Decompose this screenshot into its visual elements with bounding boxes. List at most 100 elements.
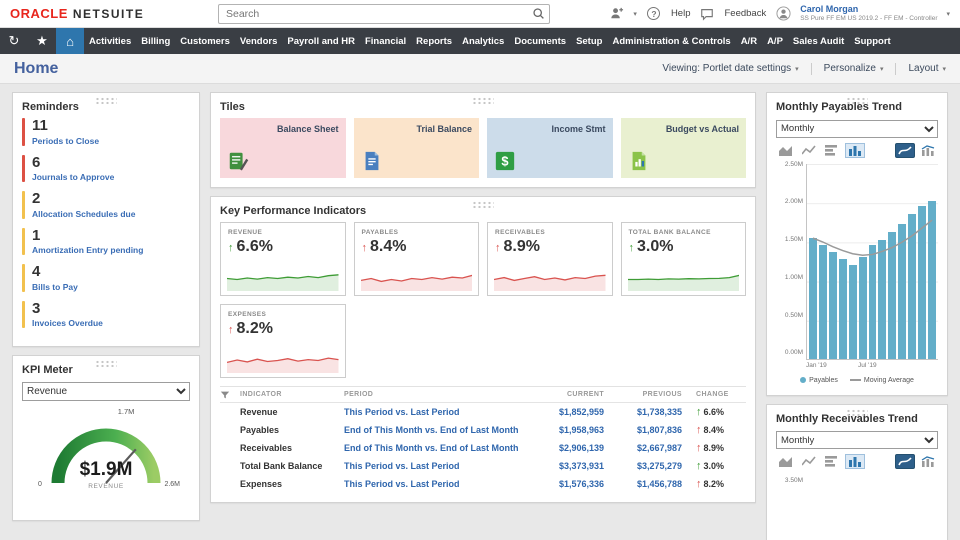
payables-bar[interactable] [928, 200, 936, 359]
drag-handle[interactable] [846, 97, 868, 104]
nav-item-billing[interactable]: Billing [141, 35, 171, 47]
payables-bar[interactable] [858, 257, 867, 359]
user-menu-caret-icon[interactable]: ▾ [946, 10, 950, 18]
reminder-bills-to-pay[interactable]: 4 Bills to Pay [22, 263, 190, 292]
shortcuts-star-icon[interactable]: ★ [36, 33, 48, 48]
tile-budget-vs-actual[interactable]: Budget vs Actual [620, 118, 746, 178]
tile-income-stmt[interactable]: Income Stmt $ [487, 118, 613, 178]
nav-item-vendors[interactable]: Vendors [239, 35, 278, 47]
payables-bar[interactable] [868, 245, 877, 359]
add-user-icon[interactable] [608, 6, 624, 22]
kpi-card-total-bank-balance[interactable]: TOTAL BANK BALANCE ↑ 3.0% [620, 222, 746, 296]
previous-value-link[interactable]: $1,807,836 [636, 425, 682, 435]
nav-item-documents[interactable]: Documents [514, 35, 567, 47]
period-link[interactable]: End of This Month vs. End of Last Month [344, 425, 519, 435]
nav-item-analytics[interactable]: Analytics [462, 35, 505, 47]
tile-balance-sheet[interactable]: Balance Sheet [220, 118, 346, 178]
home-icon[interactable]: ⌂ [56, 28, 84, 54]
receivables-range-select[interactable]: Monthly [776, 431, 938, 449]
payables-bar[interactable] [838, 258, 847, 359]
smooth-line-chart-icon[interactable] [895, 454, 915, 469]
nav-item-customers[interactable]: Customers [180, 35, 230, 47]
recent-records-icon[interactable]: ↻ [8, 33, 20, 48]
add-user-caret-icon[interactable]: ▾ [633, 10, 637, 18]
help-icon[interactable]: ? [646, 6, 662, 22]
help-link[interactable]: Help [670, 8, 691, 19]
drag-handle[interactable] [846, 408, 868, 416]
col-header-change[interactable]: CHANGE [696, 391, 729, 398]
kpi-meter-select[interactable]: Revenue [22, 382, 190, 401]
viewing-portlet-date-settings-menu[interactable]: Viewing: Portlet date settings ▾ [662, 63, 799, 74]
payables-bar[interactable] [918, 206, 927, 359]
horizontal-bar-chart-icon[interactable] [822, 454, 842, 469]
reminder-allocation-schedules-due[interactable]: 2 Allocation Schedules due [22, 190, 190, 219]
user-info[interactable]: Carol Morgan SS Pure FF EM US 2019.2 - F… [800, 4, 937, 23]
vertical-bar-chart-icon[interactable] [845, 142, 865, 158]
filter-funnel-icon[interactable] [220, 390, 240, 400]
previous-value-link[interactable]: $1,456,788 [636, 479, 682, 489]
smooth-line-chart-icon[interactable] [895, 142, 915, 158]
vertical-bar-chart-icon[interactable] [845, 454, 865, 469]
area-chart-icon[interactable] [776, 143, 796, 158]
reminder-invoices-overdue[interactable]: 3 Invoices Overdue [22, 300, 190, 328]
reminder-amortization-entry-pending[interactable]: 1 Amortization Entry pending [22, 227, 190, 255]
combo-chart-icon[interactable] [918, 454, 938, 469]
previous-value-link[interactable]: $3,275,279 [636, 461, 682, 471]
kpi-card-payables[interactable]: PAYABLES ↑ 8.4% [353, 222, 479, 296]
line-chart-icon[interactable] [799, 143, 819, 158]
kpi-card-receivables[interactable]: RECEIVABLES ↑ 8.9% [487, 222, 613, 296]
netsuite-logo[interactable]: ORACLE NETSUITE [10, 6, 144, 21]
drag-handle[interactable] [95, 97, 117, 104]
reminder-label[interactable]: Allocation Schedules due [32, 208, 136, 219]
tile-trial-balance[interactable]: Trial Balance [353, 118, 479, 178]
payables-bar[interactable] [848, 264, 857, 359]
reminder-journals-to-approve[interactable]: 6 Journals to Approve [22, 154, 190, 182]
horizontal-bar-chart-icon[interactable] [822, 143, 842, 158]
payables-bar[interactable] [898, 224, 907, 359]
nav-item-support[interactable]: Support [854, 35, 891, 47]
period-link[interactable]: End of This Month vs. End of Last Month [344, 443, 519, 453]
reminder-label[interactable]: Journals to Approve [32, 172, 115, 182]
nav-item-financial[interactable]: Financial [364, 35, 407, 47]
nav-item-sales-audit[interactable]: Sales Audit [792, 35, 845, 47]
current-value-link[interactable]: $1,576,336 [558, 479, 604, 489]
nav-item-payroll-and-hr[interactable]: Payroll and HR [287, 35, 355, 47]
area-chart-icon[interactable] [776, 454, 796, 469]
feedback-icon[interactable] [699, 6, 715, 22]
reminder-label[interactable]: Invoices Overdue [32, 318, 103, 328]
nav-item-reports[interactable]: Reports [416, 35, 453, 47]
payables-bar[interactable] [809, 237, 817, 359]
nav-item-setup[interactable]: Setup [576, 35, 603, 47]
col-header-indicator[interactable]: INDICATOR [240, 391, 282, 398]
current-value-link[interactable]: $1,958,963 [558, 425, 604, 435]
current-value-link[interactable]: $3,373,931 [558, 461, 604, 471]
search-input[interactable] [218, 4, 550, 24]
payables-range-select[interactable]: Monthly [776, 119, 938, 138]
reminder-periods-to-close[interactable]: 11 Periods to Close [22, 117, 190, 146]
col-header-current[interactable]: CURRENT [566, 391, 604, 398]
nav-item-ar[interactable]: A/R [740, 35, 758, 47]
reminder-label[interactable]: Periods to Close [32, 135, 100, 146]
col-header-period[interactable]: PERIOD [344, 391, 374, 398]
kpi-card-revenue[interactable]: REVENUE ↑ 6.6% [220, 222, 346, 296]
col-header-previous[interactable]: PREVIOUS [642, 391, 682, 398]
current-value-link[interactable]: $1,852,959 [558, 407, 604, 417]
nav-item-administration-controls[interactable]: Administration & Controls [612, 35, 731, 47]
period-link[interactable]: This Period vs. Last Period [344, 461, 460, 471]
avatar-icon[interactable] [775, 6, 791, 22]
combo-chart-icon[interactable] [918, 143, 938, 158]
feedback-link[interactable]: Feedback [724, 8, 767, 19]
drag-handle[interactable] [95, 360, 117, 367]
reminder-label[interactable]: Amortization Entry pending [32, 245, 144, 255]
payables-bar[interactable] [828, 252, 837, 359]
period-link[interactable]: This Period vs. Last Period [344, 479, 460, 489]
kpi-card-expenses[interactable]: EXPENSES ↑ 8.2% [220, 304, 346, 378]
payables-bar[interactable] [878, 239, 887, 359]
payables-bar[interactable] [888, 232, 897, 359]
line-chart-icon[interactable] [799, 454, 819, 469]
nav-item-activities[interactable]: Activities [89, 35, 132, 47]
legend-payables[interactable]: Payables [800, 377, 838, 384]
drag-handle[interactable] [472, 201, 494, 208]
reminder-label[interactable]: Bills to Pay [32, 281, 78, 292]
layout-menu[interactable]: Layout ▾ [908, 63, 946, 74]
